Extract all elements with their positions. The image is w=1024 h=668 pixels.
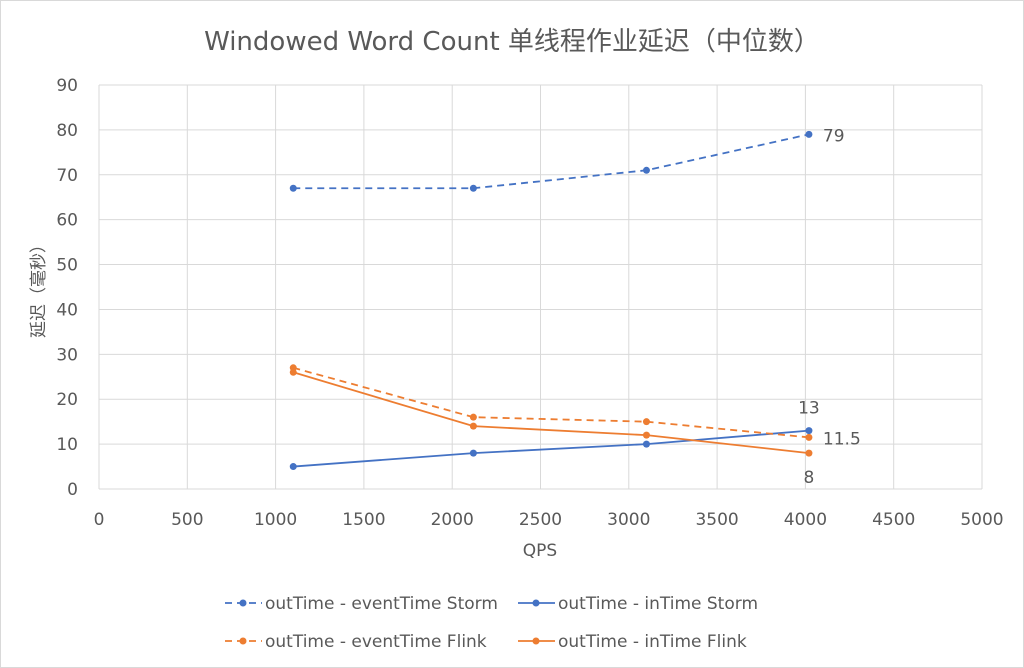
data-point [805, 427, 813, 435]
y-tick-label: 40 [56, 300, 78, 320]
data-point [289, 463, 297, 471]
data-point [642, 166, 650, 174]
data-label: 11.5 [823, 429, 861, 449]
data-label: 8 [804, 468, 815, 488]
series-line [293, 133, 810, 190]
data-point [642, 440, 650, 448]
y-tick-label: 10 [56, 435, 78, 455]
data-label: 13 [798, 399, 820, 419]
legend-label: outTime - eventTime Storm [265, 594, 498, 614]
y-tick-label: 50 [56, 256, 78, 276]
x-tick-label: 2500 [519, 510, 562, 530]
chart-title: Windowed Word Count 单线程作业延迟（中位数） [204, 27, 820, 57]
y-tick-label: 70 [56, 166, 78, 186]
series-1: 13 [289, 399, 820, 471]
data-point [642, 418, 650, 426]
legend-label: outTime - inTime Flink [558, 632, 747, 652]
y-tick-label: 0 [67, 480, 78, 500]
data-point [805, 130, 813, 138]
legend-swatch-marker [532, 637, 540, 645]
y-tick-label: 30 [56, 345, 78, 365]
y-tick-label: 90 [56, 76, 78, 96]
data-point [289, 368, 297, 376]
data-label: 79 [823, 126, 845, 146]
legend-item: outTime - inTime Flink [518, 632, 747, 652]
series-2: 11.5 [289, 364, 861, 449]
x-tick-label: 1500 [342, 510, 385, 530]
x-tick-label: 5000 [960, 510, 1003, 530]
legend-item: outTime - inTime Storm [518, 594, 758, 614]
data-point [469, 413, 477, 421]
data-point [469, 449, 477, 457]
data-point [642, 431, 650, 439]
y-tick-labels: 0 10 20 30 40 50 60 70 80 90 [56, 76, 78, 500]
legend-label: outTime - eventTime Flink [265, 632, 487, 652]
data-point [289, 184, 297, 192]
y-tick-label: 80 [56, 121, 78, 141]
x-tick-label: 2000 [431, 510, 474, 530]
y-axis-label: 延迟（毫秒） [29, 236, 49, 338]
x-tick-label: 3500 [695, 510, 738, 530]
data-point [805, 433, 813, 441]
data-point [469, 184, 477, 192]
x-tick-label: 4500 [872, 510, 915, 530]
legend-label: outTime - inTime Storm [558, 594, 758, 614]
x-tick-label: 500 [171, 510, 203, 530]
x-tick-label: 1000 [254, 510, 297, 530]
y-tick-label: 60 [56, 211, 78, 231]
x-tick-labels: 0 500 1000 1500 2000 2500 3000 3500 4000 4500 5000 [94, 510, 1004, 530]
legend-item: outTime - eventTime Flink [225, 632, 487, 652]
data-point [805, 449, 813, 457]
legend-swatch-marker [239, 599, 247, 607]
legend-item: outTime - eventTime Storm [225, 594, 498, 614]
legend: outTime - eventTime Storm outTime - inTim… [225, 594, 758, 652]
series-0: 79 [289, 126, 845, 192]
series-line [293, 371, 810, 454]
legend-swatch-marker [239, 637, 247, 645]
gridlines [98, 84, 983, 490]
y-tick-label: 20 [56, 390, 78, 410]
legend-swatch-marker [532, 599, 540, 607]
data-point [469, 422, 477, 430]
x-tick-label: 3000 [607, 510, 650, 530]
x-tick-label: 4000 [784, 510, 827, 530]
x-axis-label: QPS [523, 541, 557, 561]
series-3: 8 [289, 368, 815, 488]
x-tick-label: 0 [94, 510, 105, 530]
series-line [293, 429, 810, 468]
